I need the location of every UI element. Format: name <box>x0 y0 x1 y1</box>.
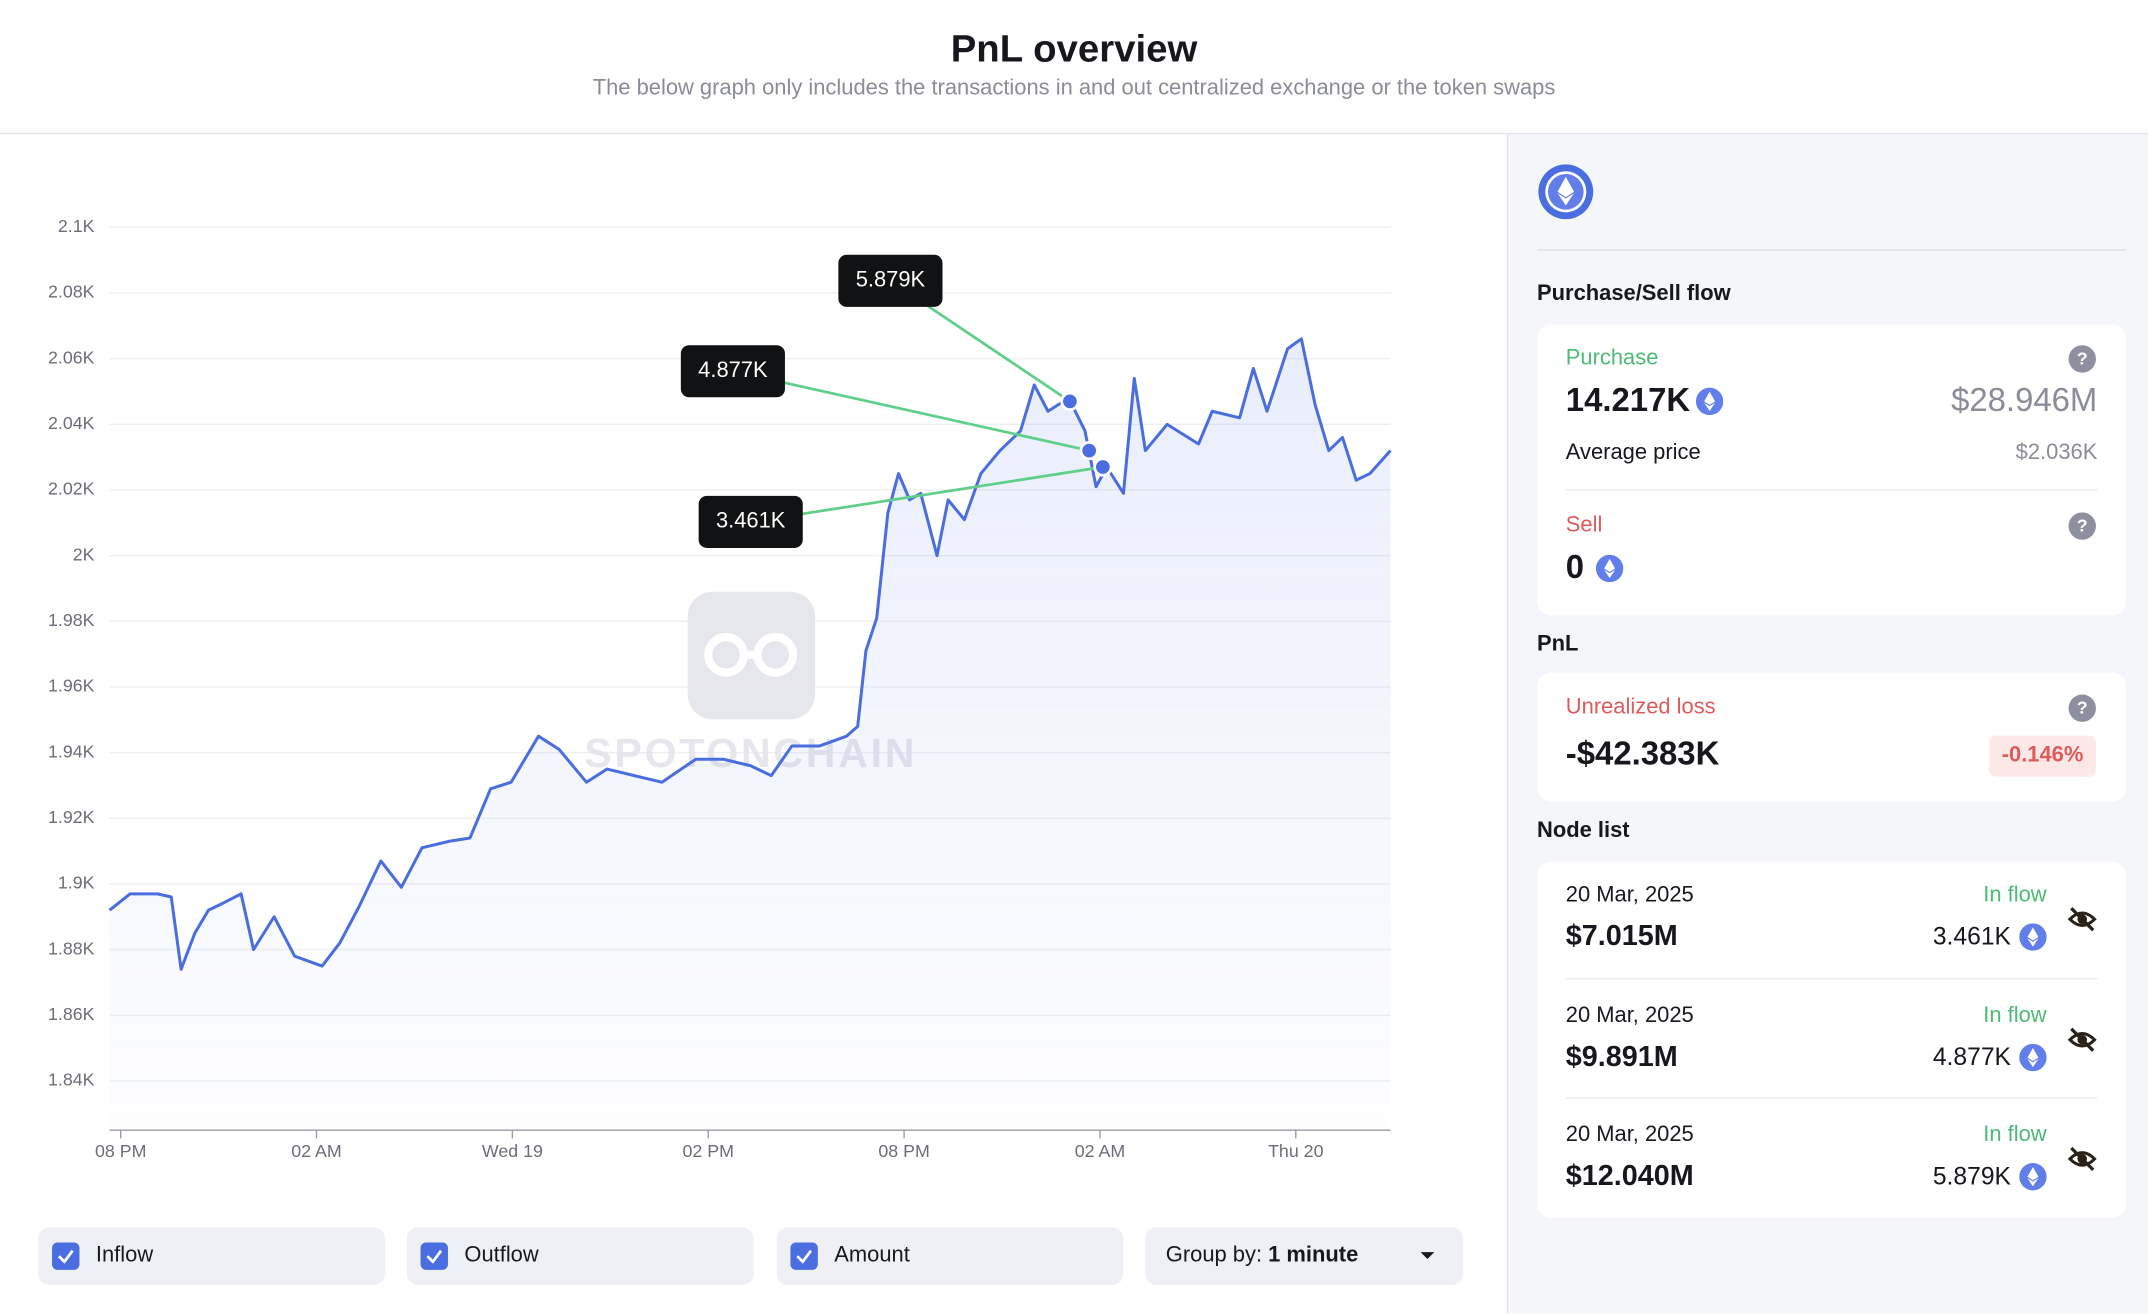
node-list-card <box>1537 861 2127 1218</box>
area <box>109 338 1391 1131</box>
group-by-label: Group by: <box>1165 1243 1263 1268</box>
node-marker <box>1060 391 1080 411</box>
help-icon[interactable]: ? <box>2068 512 2096 540</box>
filter-amount[interactable]: Amount <box>776 1227 1124 1285</box>
sell-label: Sell <box>1565 513 1603 538</box>
annotation-box <box>838 254 943 307</box>
x-tick-label: 08 PM <box>878 1141 929 1161</box>
node-flow: In flow <box>1983 883 2047 907</box>
group-by: Group by: 1 minute <box>1166 1244 1358 1269</box>
y-tick-label: 1.84K <box>48 1070 95 1090</box>
y-tick-label: 1.9K <box>58 873 95 893</box>
x-tick-label: 02 AM <box>1075 1141 1125 1161</box>
checkbox[interactable] <box>790 1242 818 1270</box>
purchase-usd: $28.946M <box>1951 382 2098 420</box>
divider <box>1565 977 2098 979</box>
avg-price-value: $2.036K <box>2015 441 2098 465</box>
eth-icon <box>2019 1163 2047 1197</box>
filter-outflow[interactable]: Outflow <box>406 1227 754 1285</box>
y-tick-label: 2.02K <box>48 479 95 499</box>
dropdown-arrow <box>1420 1252 1435 1259</box>
y-tick-label: 2.06K <box>48 347 95 367</box>
section-title: Purchase/Sell flow <box>1537 282 1731 306</box>
pnl-badge <box>1989 735 2096 777</box>
pnl-label: Unrealized loss <box>1565 695 1716 720</box>
node-amount: 5.879K <box>1932 1162 2012 1190</box>
node-marker <box>1079 441 1099 461</box>
filter-label: Amount <box>834 1243 910 1268</box>
purchase-label: Purchase <box>1565 346 1659 370</box>
x-tick-label: Thu 20 <box>1268 1141 1324 1161</box>
y-tick-label: 1.94K <box>48 741 95 761</box>
x-tick-label: 02 PM <box>683 1141 734 1161</box>
group-by-value: 1 minute <box>1268 1243 1359 1268</box>
header-divider <box>0 132 2148 135</box>
checkbox[interactable] <box>420 1242 448 1270</box>
token-icon <box>1538 164 1594 220</box>
help-icon[interactable]: ? <box>2068 345 2096 373</box>
chart: 1.84K 1.86K 1.88K 1.9K 1.92K 1.94K 1.96K 1.98K 2… <box>48 216 1392 1161</box>
eth-icon <box>2019 1043 2047 1077</box>
divider <box>1565 489 2098 491</box>
eth-icon <box>2019 923 2047 957</box>
y-tick-label: 2.04K <box>48 413 95 433</box>
node-date: 20 Mar, 2025 <box>1565 1003 1694 1027</box>
node-flow: In flow <box>1983 1123 2047 1147</box>
node-flow: In flow <box>1983 1003 2047 1027</box>
hide-toggle[interactable] <box>2067 1144 2097 1181</box>
annotation-box <box>698 495 803 548</box>
help-icon[interactable]: ? <box>2068 694 2096 722</box>
x-tick-label: 02 AM <box>291 1141 341 1161</box>
y-tick-label: 1.96K <box>48 676 95 696</box>
y-tick-label: 2.08K <box>48 282 95 302</box>
x-tick-label: Wed 19 <box>482 1141 543 1161</box>
y-tick-label: 1.86K <box>48 1004 95 1024</box>
checkbox[interactable] <box>52 1242 80 1270</box>
y-tick-label: 2K <box>73 544 95 564</box>
annotation-label: 4.877K <box>698 357 768 382</box>
node-usd: $12.040M <box>1565 1160 1694 1192</box>
filter-label: Outflow <box>464 1243 539 1268</box>
y-tick-label: 1.98K <box>48 610 95 630</box>
annotation-connector <box>750 465 1104 524</box>
node-amount: 3.461K <box>1932 922 2012 951</box>
node-usd: $9.891M <box>1565 1040 1678 1072</box>
y-tick-label: 1.88K <box>48 938 95 958</box>
filter-inflow[interactable]: Inflow <box>38 1227 385 1285</box>
avg-price-label: Average price <box>1565 441 1701 465</box>
pnl-value: -$42.383K <box>1565 735 1720 773</box>
group-by-select[interactable]: Group by: 1 minute <box>1145 1227 1464 1285</box>
node-date: 20 Mar, 2025 <box>1565 1123 1694 1147</box>
node-marker <box>1093 457 1113 477</box>
pnl-percent: -0.146% <box>2001 743 2084 768</box>
node-date: 20 Mar, 2025 <box>1565 883 1694 907</box>
y-tick-label: 2.1K <box>58 216 95 236</box>
section-title: PnL <box>1537 632 1579 657</box>
divider <box>1537 249 2127 251</box>
eth-icon <box>1595 554 1624 583</box>
section-title: Node list <box>1537 819 1630 843</box>
divider <box>1565 1097 2098 1099</box>
eth-icon <box>1695 387 1724 416</box>
annotation-label: 3.461K <box>716 508 786 533</box>
annotation-connector <box>732 369 1090 452</box>
node-amount: 4.877K <box>1932 1042 2012 1070</box>
hide-toggle[interactable] <box>2067 1024 2097 1061</box>
filter-label: Inflow <box>95 1243 154 1268</box>
purchase-sell-card <box>1537 324 2127 616</box>
hide-toggle[interactable] <box>2067 904 2097 941</box>
annotation-label: 5.879K <box>856 267 926 292</box>
line <box>108 337 1392 971</box>
node-usd: $7.015M <box>1565 920 1678 953</box>
sell-amount: 0 <box>1565 549 1585 587</box>
purchase-amount: 14.217K <box>1565 382 1691 420</box>
page-title: PnL overview <box>950 27 1198 70</box>
y-tick-label: 1.92K <box>48 807 95 827</box>
annotation-box <box>680 345 785 398</box>
x-tick-label: 08 PM <box>95 1141 146 1161</box>
page-subtitle: The below graph only includes the transa… <box>592 76 1556 101</box>
